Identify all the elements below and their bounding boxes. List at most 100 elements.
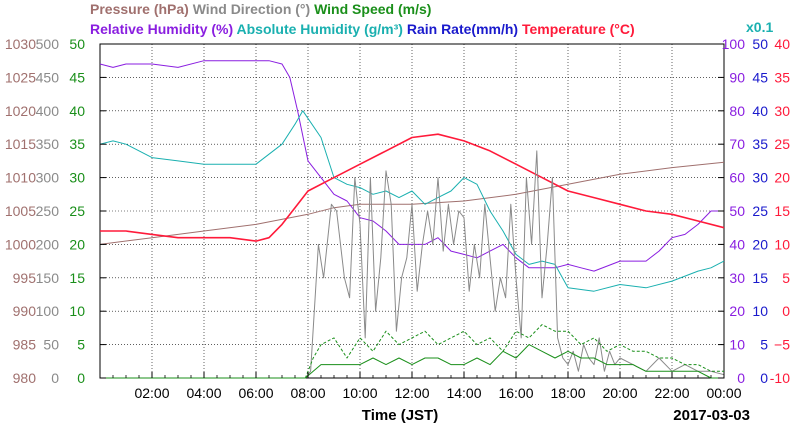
y-tick-label-wind_speed: 50 [69,36,85,52]
y-tick-label-pressure: 1000 [5,236,36,252]
x-tick-label: 14:00 [446,385,481,401]
header-item: Wind Speed (m/s) [310,1,431,17]
y-tick-label-rain_rate: 25 [752,203,768,219]
y-tick-label-pressure: 1030 [5,36,36,52]
y-tick-label-temperature: 15 [774,203,790,219]
x-tick-label: 06:00 [238,385,273,401]
y-tick-label-rain_rate: 45 [752,69,768,85]
x-tick-label: 18:00 [550,385,585,401]
x-tick-label: 04:00 [186,385,221,401]
series-absolute-humidity [99,110,725,292]
y-tick-label-wind_speed: 5 [77,337,85,353]
y-tick-label-rain_rate: 15 [752,270,768,286]
y-tick-label-wind_direction: 250 [36,203,60,219]
series-temperature [100,133,725,242]
y-tick-label-rain_rate: 5 [760,337,768,353]
y-tick-label-pressure: 990 [13,303,37,319]
series-pressure [99,161,725,245]
y-tick-label-humidity: 20 [729,303,745,319]
y-tick-label-wind_speed: 10 [69,303,85,319]
y-tick-label-pressure: 1015 [5,136,36,152]
y-tick-label-humidity: 80 [729,103,745,119]
y-tick-label-temperature: 35 [774,69,790,85]
y-tick-label-humidity: 0 [737,370,745,386]
y-axes: 9809859909951000100510101015102010251030… [5,36,790,386]
y-tick-label-pressure: 1010 [5,170,36,186]
y-tick-label-rain_rate: 40 [752,103,768,119]
y-tick-label-wind_speed: 30 [69,170,85,186]
y-tick-label-wind_direction: 350 [36,136,60,152]
multiplier-label: x0.1 [746,19,773,35]
y-tick-label-temperature: 5 [782,270,790,286]
x-tick-label: 16:00 [498,385,533,401]
y-tick-label-pressure: 1005 [5,203,36,219]
y-tick-label-pressure: 1025 [5,69,36,85]
y-tick-label-wind_speed: 35 [69,136,85,152]
y-tick-label-temperature: −5 [774,337,790,353]
y-tick-label-humidity: 10 [729,337,745,353]
chart-header: Pressure (hPa) Wind Direction (°) Wind S… [90,1,773,37]
series-relative-humidity [99,60,724,272]
x-tick-label: 22:00 [654,385,689,401]
y-tick-label-wind_direction: 450 [36,69,60,85]
header-item: Pressure (hPa) [90,1,189,17]
y-tick-label-wind_direction: 400 [36,103,60,119]
header-item: Relative Humidity (%) [90,21,233,37]
series-wind-speed-gust [100,324,724,379]
y-tick-label-pressure: 995 [13,270,37,286]
header-item: Wind Direction (°) [189,1,310,17]
y-tick-label-humidity: 60 [729,170,745,186]
x-tick-label: 12:00 [394,385,429,401]
y-tick-label-wind_speed: 25 [69,203,85,219]
y-tick-label-wind_direction: 150 [36,270,60,286]
y-tick-label-temperature: 0 [782,303,790,319]
series-layer [99,60,725,379]
date-label: 2017-03-03 [673,407,750,424]
y-tick-label-humidity: 50 [729,203,745,219]
y-tick-label-temperature: -10 [770,370,790,386]
x-tick-label: 20:00 [602,385,637,401]
x-tick-label: 02:00 [134,385,169,401]
y-tick-label-rain_rate: 20 [752,236,768,252]
x-axis-label: Time (JST) [362,407,438,424]
y-tick-label-rain_rate: 10 [752,303,768,319]
y-tick-label-humidity: 30 [729,270,745,286]
y-tick-label-wind_speed: 40 [69,103,85,119]
y-tick-label-humidity: 100 [722,36,746,52]
y-tick-label-pressure: 980 [13,370,37,386]
header-line-1: Pressure (hPa) Wind Direction (°) Wind S… [90,1,431,17]
y-tick-label-temperature: 30 [774,103,790,119]
header-item: Absolute Humidity (g/m³) [233,21,403,37]
y-tick-label-wind_speed: 45 [69,69,85,85]
y-tick-label-rain_rate: 35 [752,136,768,152]
header-line-2: Relative Humidity (%) Absolute Humidity … [90,21,635,37]
y-tick-label-wind_direction: 200 [36,236,60,252]
y-tick-label-wind_speed: 0 [77,370,85,386]
header-item: Temperature (°C) [518,21,635,37]
y-tick-label-humidity: 70 [729,136,745,152]
y-tick-label-rain_rate: 30 [752,170,768,186]
x-tick-label: 08:00 [290,385,325,401]
y-tick-label-wind_speed: 20 [69,236,85,252]
y-tick-label-temperature: 10 [774,236,790,252]
y-tick-label-rain_rate: 50 [752,36,768,52]
header-item: Rain Rate(mm/h) [403,21,518,37]
y-tick-label-wind_direction: 300 [36,170,60,186]
y-tick-label-rain_rate: 0 [760,370,768,386]
y-tick-label-temperature: 25 [774,136,790,152]
y-tick-label-pressure: 985 [13,337,37,353]
y-tick-label-humidity: 90 [729,69,745,85]
x-tick-label: 00:00 [706,385,741,401]
y-tick-label-wind_speed: 15 [69,270,85,286]
y-tick-label-temperature: 40 [774,36,790,52]
y-tick-label-wind_direction: 0 [51,370,59,386]
y-tick-label-temperature: 20 [774,170,790,186]
y-tick-label-humidity: 40 [729,236,745,252]
y-tick-label-wind_direction: 500 [36,36,60,52]
y-tick-label-pressure: 1020 [5,103,36,119]
series-wind-direction [100,150,725,379]
x-axis: 02:00 04:00 06:00 08:00 10:00 12:00 14:00 16:00… [99,372,742,401]
x-tick-label: 10:00 [342,385,377,401]
y-tick-label-wind_direction: 50 [43,337,59,353]
